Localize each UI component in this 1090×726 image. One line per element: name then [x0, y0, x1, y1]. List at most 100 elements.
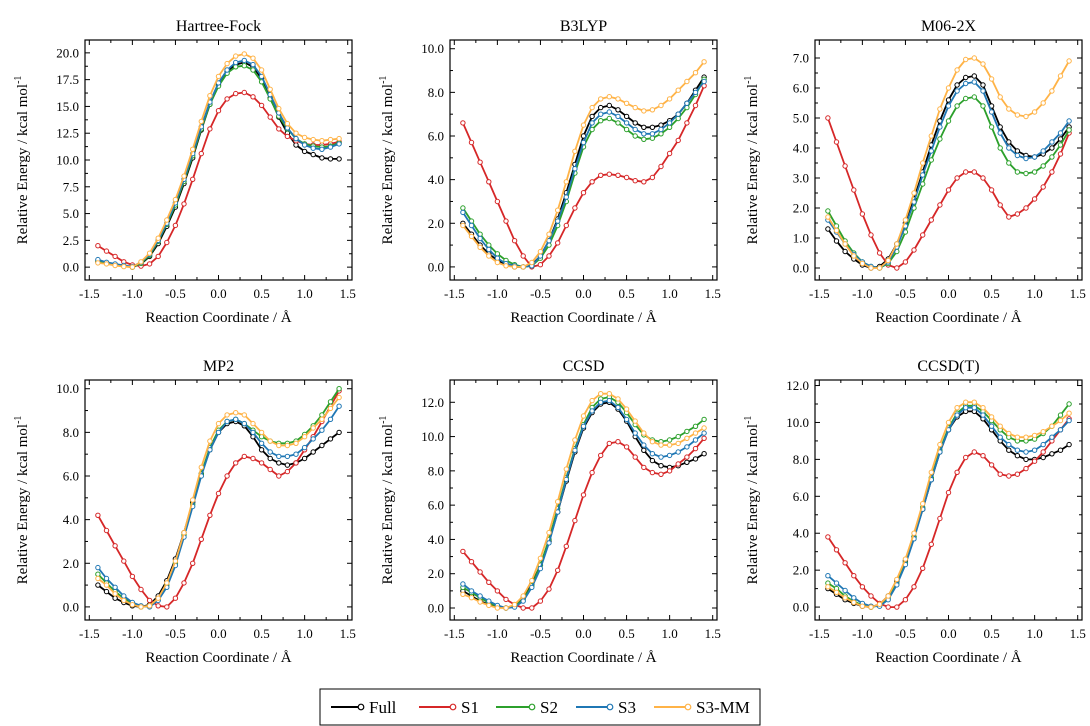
y-tick-label: 10.0	[421, 41, 444, 56]
y-tick-label: 6.0	[63, 469, 79, 484]
data-point-s1	[825, 115, 831, 121]
data-point-s3-mm	[641, 430, 647, 436]
data-point-s3	[632, 430, 638, 436]
series-line-s2	[97, 64, 340, 269]
data-point-s3-mm	[997, 423, 1003, 429]
data-point-s3-mm	[920, 160, 926, 166]
data-point-s3	[615, 113, 621, 120]
data-point-s1	[1006, 473, 1012, 479]
data-point-s3-mm	[945, 85, 952, 91]
data-point-s1	[971, 169, 977, 175]
x-tick-label: -0.5	[530, 626, 551, 641]
x-tick-label: 0.5	[618, 286, 634, 301]
data-point-full	[301, 455, 308, 462]
data-point-s3-mm	[1057, 73, 1064, 79]
data-point-s3-mm	[911, 190, 917, 196]
data-point-s3-mm	[477, 244, 483, 251]
data-point-s3	[684, 100, 690, 107]
legend-marker-s2	[528, 703, 536, 711]
data-point-s3	[241, 57, 248, 64]
data-point-s2	[980, 103, 986, 109]
data-point-s1	[520, 605, 526, 611]
data-point-s3	[267, 449, 273, 455]
x-tick-label: 0.0	[575, 286, 591, 301]
data-point-s2	[606, 115, 612, 122]
data-point-s1	[928, 541, 934, 547]
data-point-s3	[293, 451, 299, 457]
data-point-s2	[241, 62, 248, 69]
data-point-s3	[1066, 417, 1072, 424]
x-axis-label: Reaction Coordinate / Å	[510, 650, 656, 666]
data-point-s3-mm	[319, 416, 325, 422]
y-tick-label: 2.0	[793, 563, 809, 578]
data-point-s1	[868, 593, 874, 599]
data-point-s1	[1040, 449, 1046, 455]
data-point-s1	[851, 573, 857, 579]
data-point-full	[825, 226, 831, 232]
data-point-s3-mm	[675, 87, 681, 93]
data-point-s3-mm	[529, 577, 535, 584]
data-point-s3-mm	[520, 593, 526, 599]
data-point-s3	[529, 584, 535, 591]
data-point-s3-mm	[911, 530, 917, 536]
data-point-s3	[666, 452, 673, 459]
y-tick-label: 4.0	[793, 141, 809, 156]
data-point-s1	[945, 187, 952, 193]
data-point-s1	[190, 176, 196, 183]
x-tick-label: 0.5	[253, 626, 269, 641]
data-point-s1	[95, 512, 101, 518]
x-tick-label: 0.5	[983, 626, 999, 641]
panel-m06-2x: -1.5 -1.0 -0.5 0.0 0.5 1.0 1.5 0.0 1.0 2.0 3.0 4.0 5…	[743, 18, 1086, 326]
data-point-s3-mm	[563, 466, 569, 472]
data-point-full	[971, 73, 977, 79]
data-point-s3-mm	[546, 529, 552, 536]
data-point-s1	[980, 453, 986, 459]
data-point-s1	[546, 253, 552, 259]
data-point-s3-mm	[988, 76, 995, 82]
data-point-s3	[1023, 449, 1029, 455]
data-point-s3	[310, 436, 316, 442]
data-point-s3	[121, 593, 127, 599]
data-point-s1	[190, 560, 196, 566]
data-point-s3-mm	[146, 603, 153, 609]
data-point-s3-mm	[641, 108, 647, 114]
data-point-s2	[1066, 401, 1072, 407]
legend-label-full: Full	[369, 698, 397, 717]
data-point-s3	[563, 194, 569, 200]
data-point-s3-mm	[138, 604, 144, 610]
data-point-s3	[1040, 148, 1046, 154]
data-point-s2	[494, 251, 501, 257]
data-point-full	[632, 120, 638, 126]
data-point-s1	[851, 187, 857, 193]
data-point-s3	[851, 595, 857, 601]
x-tick-label: 1.0	[662, 626, 678, 641]
data-point-full	[1014, 453, 1021, 459]
data-point-s3	[598, 111, 604, 117]
plot-frame	[814, 39, 1083, 281]
data-point-s3-mm	[885, 593, 891, 599]
data-point-s3-mm	[494, 259, 501, 266]
y-tick-label: 8.0	[63, 425, 79, 440]
data-point-s2	[945, 118, 952, 124]
data-point-s2	[460, 205, 466, 211]
data-point-s3-mm	[928, 133, 934, 139]
data-point-s3-mm	[284, 442, 291, 449]
data-point-s1	[276, 126, 282, 132]
series-group	[95, 386, 342, 610]
data-point-s1	[701, 435, 707, 441]
data-point-s3	[684, 444, 690, 450]
data-point-s2	[825, 208, 831, 214]
data-point-s3-mm	[529, 259, 535, 266]
y-tick-label: 2.0	[63, 556, 79, 571]
data-point-s3	[250, 61, 256, 68]
data-point-s3	[546, 540, 552, 546]
data-point-s1	[146, 597, 153, 604]
panel-hartree-fock: -1.5 -1.0 -0.5 0.0 0.5 1.0 1.5 0.0 2.5 5.0 7.5 10.0…	[13, 18, 356, 326]
y-tick-label: 12.0	[786, 378, 809, 393]
data-point-s3	[319, 146, 325, 153]
data-point-s1	[963, 169, 969, 175]
data-point-s3	[241, 420, 248, 427]
data-point-s3	[580, 423, 587, 429]
data-point-s2	[632, 133, 638, 139]
data-point-s3-mm	[146, 250, 153, 256]
